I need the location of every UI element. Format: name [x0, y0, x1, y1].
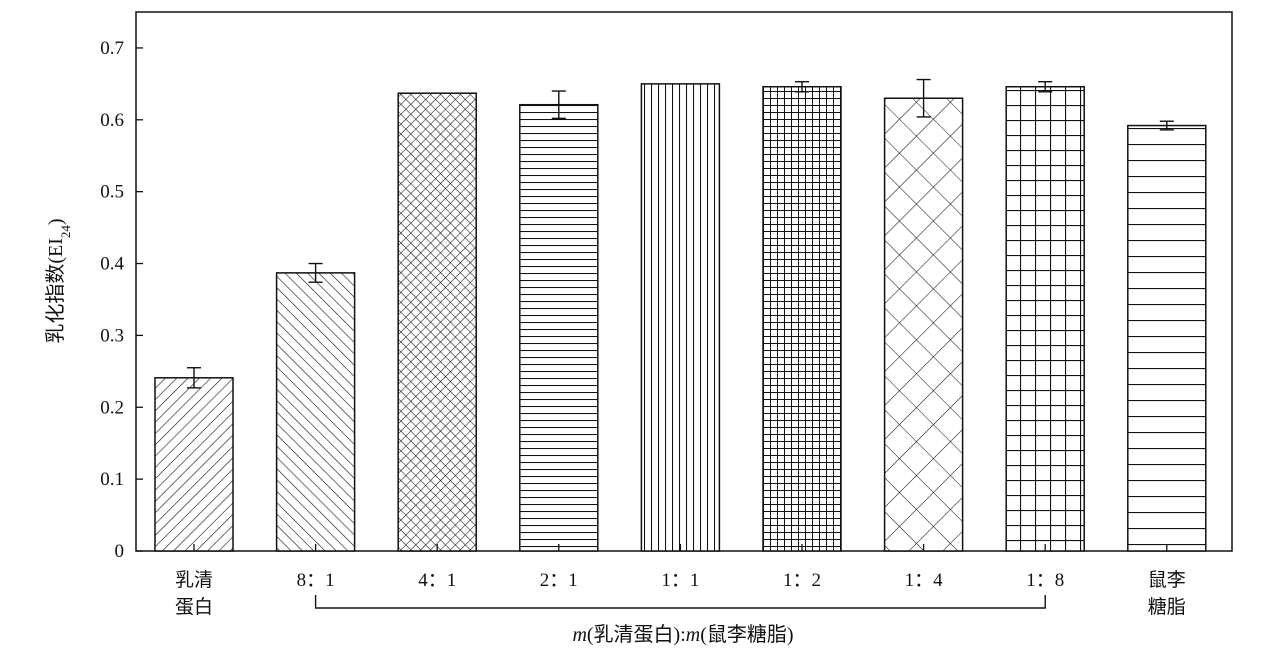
x-tick-label: 鼠李 — [1148, 569, 1186, 591]
bar — [762, 85, 842, 552]
x-tick-label: 1：4 — [905, 570, 944, 591]
y-tick-label: 0.2 — [100, 397, 124, 418]
bar — [397, 92, 477, 552]
y-tick-label: 0 — [115, 541, 125, 562]
x-tick-label-line2: 糖脂 — [1148, 596, 1186, 618]
bar — [883, 97, 964, 552]
x-axis-title: m(乳清蛋白):m(鼠李糖脂) — [572, 623, 793, 646]
bar — [519, 103, 599, 552]
x-axis-category-labels: 乳清蛋白 8：1 4：1 2：1 1：1 1：2 1：4 1：8 鼠李糖脂 — [175, 544, 1186, 618]
x-tick-label: 1：1 — [661, 570, 699, 591]
bar — [1005, 85, 1085, 552]
x-tick-label: 1：8 — [1026, 570, 1064, 591]
y-tick-label: 0.4 — [100, 254, 124, 275]
y-tick-label: 0.5 — [100, 182, 124, 203]
y-tick-label: 0.7 — [100, 38, 124, 59]
y-tick-label: 0.1 — [100, 469, 124, 490]
bar — [1127, 124, 1207, 552]
x-tick-label: 乳清 — [175, 569, 213, 591]
x-tick-label: 1：2 — [783, 570, 821, 591]
x-tick-label: 2：1 — [540, 570, 578, 591]
bar — [275, 272, 356, 552]
y-tick-label: 0.3 — [100, 325, 124, 346]
x-tick-label: 4：1 — [418, 570, 456, 591]
bars — [154, 83, 1207, 552]
bar — [154, 377, 234, 552]
y-axis-title: 乳化指数(EI24) — [44, 218, 73, 343]
x-tick-label: 8：1 — [297, 570, 335, 591]
y-axis: 0 0.1 0.2 0.3 0.4 0.5 0.6 0.7 — [100, 38, 143, 562]
bar — [640, 83, 721, 552]
error-bars — [187, 78, 1174, 389]
ratio-bracket — [314, 595, 1046, 609]
bracket-line — [314, 595, 1046, 609]
y-tick-label: 0.6 — [100, 110, 124, 131]
x-tick-label-line2: 蛋白 — [175, 596, 213, 618]
